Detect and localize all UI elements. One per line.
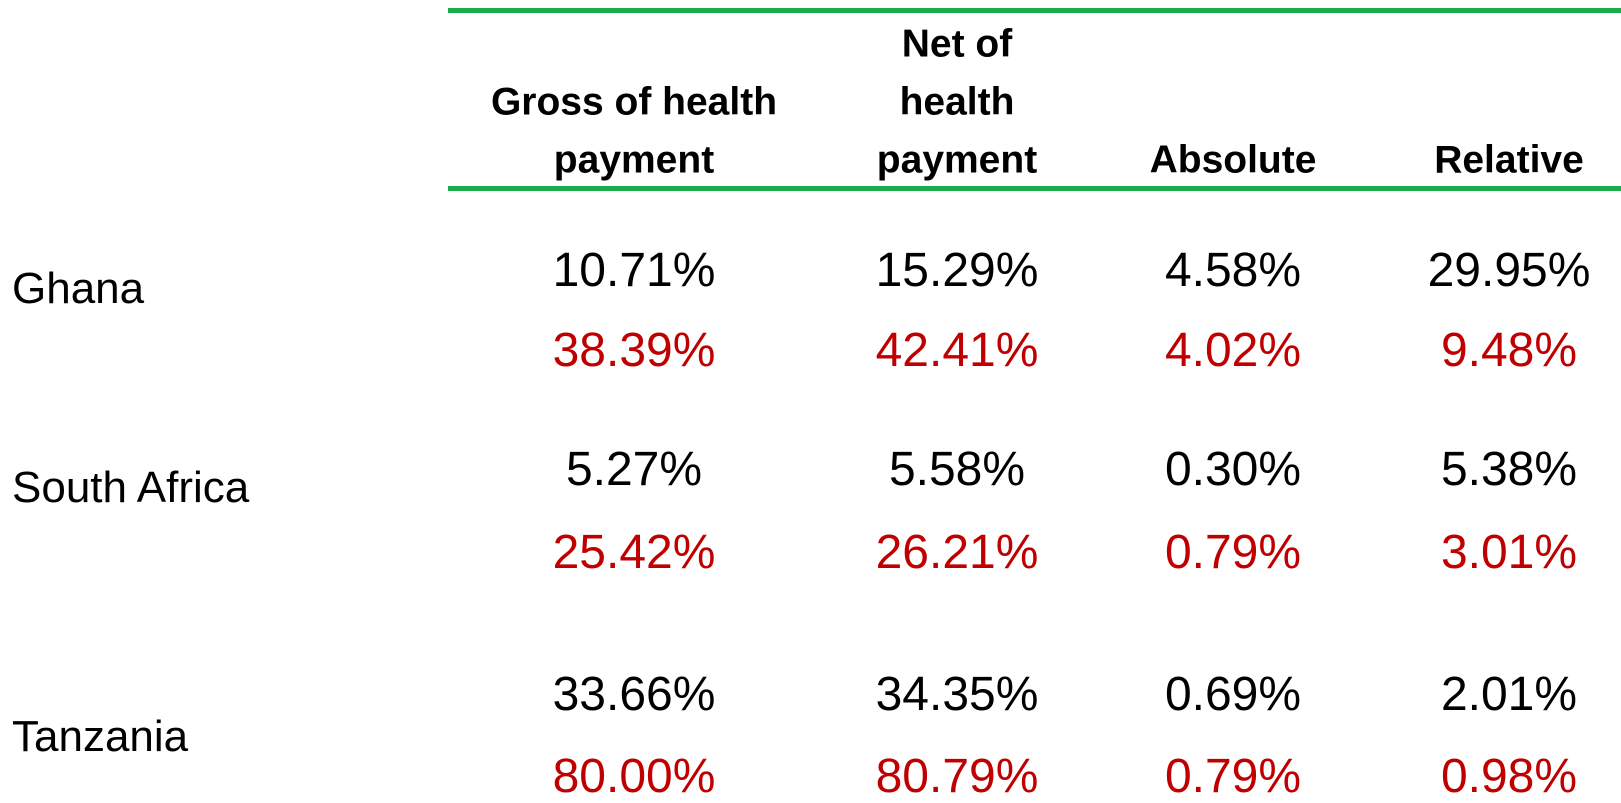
cell-value: 80.79% xyxy=(875,750,1039,803)
cell-value: 38.39% xyxy=(552,324,716,377)
column-header: health xyxy=(899,80,1015,124)
cell-value: 5.58% xyxy=(888,443,1026,496)
cell-value: 5.38% xyxy=(1440,443,1578,496)
cell-value: 4.58% xyxy=(1164,244,1302,297)
cell-value: 0.30% xyxy=(1164,443,1302,496)
row-label: Ghana xyxy=(12,264,145,313)
cell-value: 80.00% xyxy=(552,750,716,803)
cell-value: 4.02% xyxy=(1164,324,1302,377)
cell-value: 33.66% xyxy=(552,668,716,721)
cell-value: 0.79% xyxy=(1164,750,1302,803)
column-header: Net of xyxy=(901,22,1013,66)
cell-value: 3.01% xyxy=(1440,526,1578,579)
row-label: South Africa xyxy=(12,463,250,512)
cell-value: 0.69% xyxy=(1164,668,1302,721)
row-label: Tanzania xyxy=(12,712,189,761)
cell-value: 0.98% xyxy=(1440,750,1578,803)
cell-value: 9.48% xyxy=(1440,324,1578,377)
top-rule xyxy=(448,8,1621,13)
header-rule xyxy=(448,186,1621,191)
cell-value: 2.01% xyxy=(1440,668,1578,721)
cell-value: 10.71% xyxy=(552,244,716,297)
cell-value: 25.42% xyxy=(552,526,716,579)
column-header: Relative xyxy=(1434,138,1584,182)
cell-value: 5.27% xyxy=(565,443,703,496)
cell-value: 26.21% xyxy=(875,526,1039,579)
cell-value: 42.41% xyxy=(875,324,1039,377)
column-header: payment xyxy=(876,138,1038,182)
cell-value: 29.95% xyxy=(1427,244,1591,297)
column-header: Gross of health xyxy=(490,80,778,124)
cell-value: 15.29% xyxy=(875,244,1039,297)
cell-value: 34.35% xyxy=(875,668,1039,721)
column-header: payment xyxy=(553,138,715,182)
cell-value: 0.79% xyxy=(1164,526,1302,579)
column-header: Absolute xyxy=(1149,138,1317,182)
